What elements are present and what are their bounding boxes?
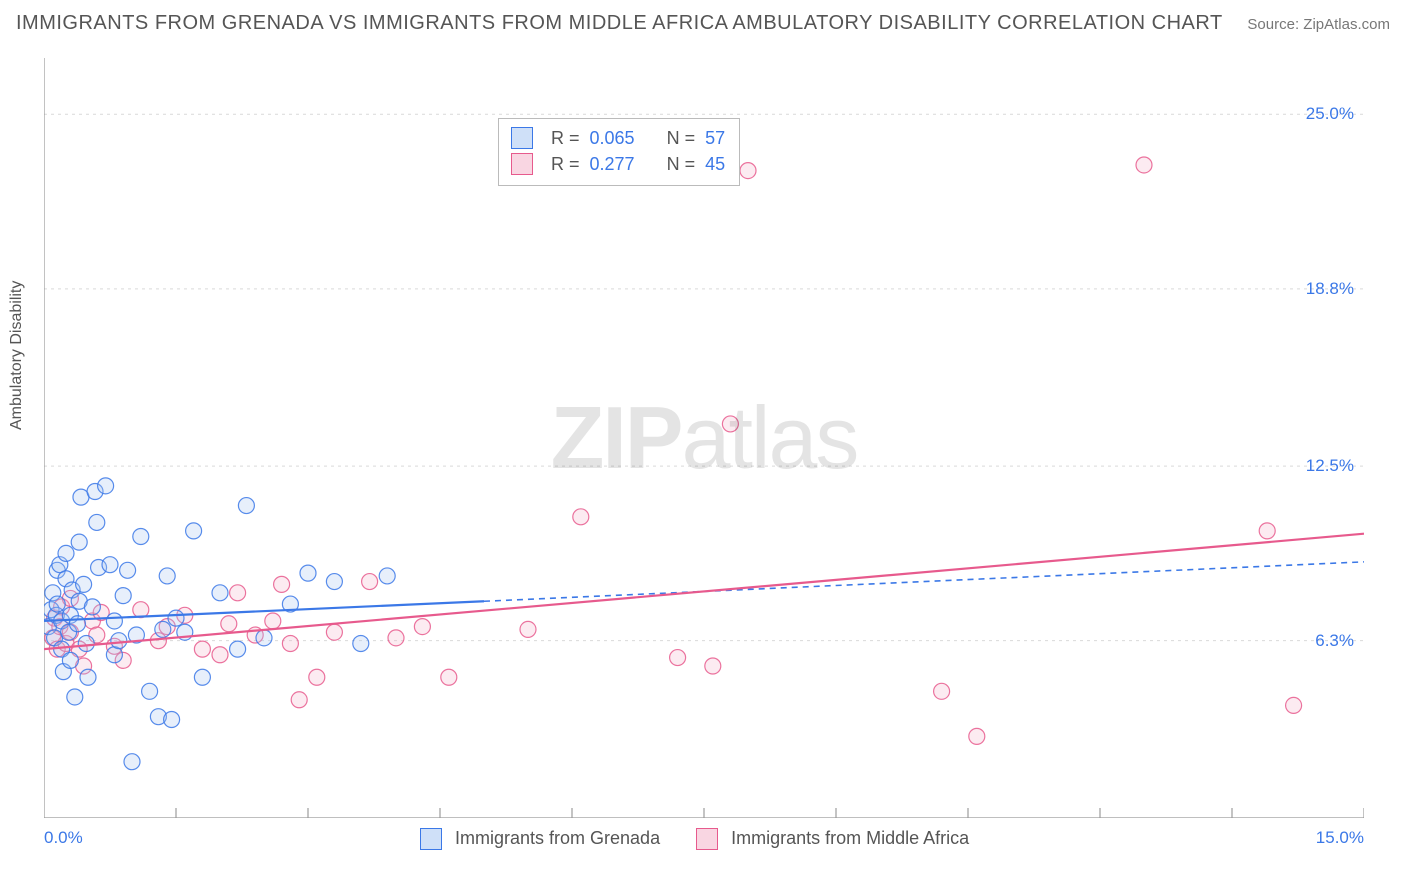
n-label: N = [667, 128, 696, 149]
r-value-b: 0.277 [590, 154, 635, 175]
plot-area: ZIPatlas R = 0.065 N = 57 R = 0.277 N = … [44, 58, 1364, 818]
legend-label-a: Immigrants from Grenada [455, 828, 660, 848]
n-value-a: 57 [705, 128, 725, 149]
r-label: R = [551, 154, 580, 175]
legend-label-b: Immigrants from Middle Africa [731, 828, 969, 848]
r-value-a: 0.065 [590, 128, 635, 149]
swatch-series-b-icon [511, 153, 533, 175]
n-label: N = [667, 154, 696, 175]
correlation-legend: R = 0.065 N = 57 R = 0.277 N = 45 [498, 118, 740, 186]
y-tick-label: 18.8% [1306, 279, 1354, 299]
series-legend: Immigrants from Grenada Immigrants from … [420, 828, 969, 850]
chart-title: IMMIGRANTS FROM GRENADA VS IMMIGRANTS FR… [16, 12, 1223, 35]
y-tick-label: 6.3% [1315, 631, 1354, 651]
legend-item-a: Immigrants from Grenada [420, 828, 660, 850]
x-max-label: 15.0% [1316, 828, 1364, 848]
corr-legend-row-b: R = 0.277 N = 45 [511, 151, 725, 177]
swatch-series-b-icon [696, 828, 718, 850]
y-axis-label: Ambulatory Disability [8, 281, 26, 430]
legend-item-b: Immigrants from Middle Africa [696, 828, 969, 850]
swatch-series-a-icon [511, 127, 533, 149]
swatch-series-a-icon [420, 828, 442, 850]
r-label: R = [551, 128, 580, 149]
corr-legend-row-a: R = 0.065 N = 57 [511, 125, 725, 151]
source-attribution: Source: ZipAtlas.com [1247, 16, 1390, 33]
x-min-label: 0.0% [44, 828, 83, 848]
y-tick-label: 25.0% [1306, 104, 1354, 124]
n-value-b: 45 [705, 154, 725, 175]
y-tick-label: 12.5% [1306, 456, 1354, 476]
